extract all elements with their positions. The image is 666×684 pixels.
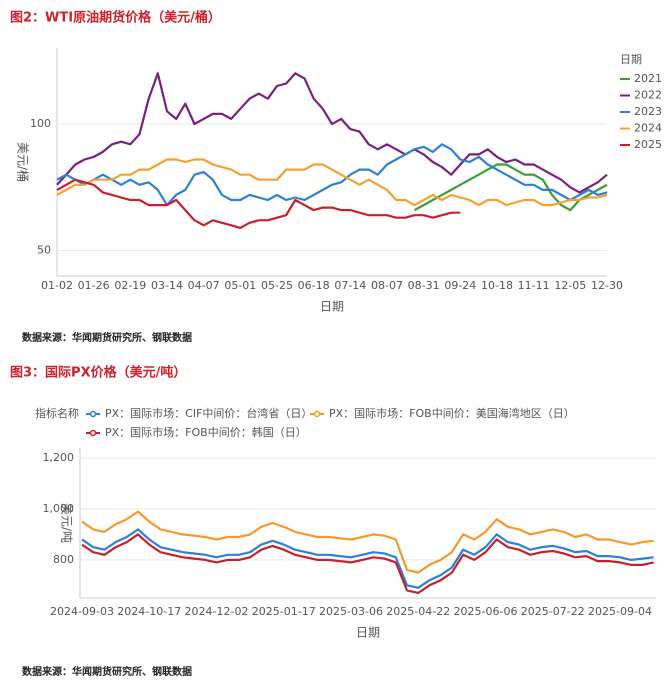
x-tick-label: 12-05: [554, 279, 586, 292]
x-tick-label: 09-24: [444, 279, 476, 292]
x-axis-title: 日期: [356, 626, 380, 640]
x-tick-label: 01-02: [41, 279, 73, 292]
x-tick-label: 2025-06-06: [454, 605, 518, 618]
legend-marker: [89, 429, 97, 437]
x-tick-label: 08-31: [408, 279, 440, 292]
legend-label: 2021: [634, 72, 662, 85]
legend-label: 2025: [634, 138, 662, 151]
series-line: [56, 158, 608, 207]
source-note: 数据来源：华闻期货研究所、钢联数据: [22, 665, 192, 678]
y-axis-title: 美元/吨: [60, 503, 74, 543]
legend-label: 2022: [634, 89, 662, 102]
x-tick-label: 10-18: [481, 279, 513, 292]
series-line: [81, 510, 654, 574]
x-tick-label: 03-14: [151, 279, 183, 292]
series-line: [81, 528, 654, 589]
legend-label: 2024: [634, 122, 662, 135]
legend-label: PX：国际市场：FOB中间价：美国海湾地区（日）: [329, 406, 575, 420]
y-tick-label: 50: [37, 244, 51, 257]
y-tick-label: 1,000: [43, 502, 75, 515]
series-line: [56, 143, 608, 207]
source-note: 数据来源：华闻期货研究所、钢联数据: [22, 331, 192, 344]
y-tick-label: 800: [53, 553, 74, 566]
x-tick-label: 2024-09-03: [50, 605, 114, 618]
x-tick-label: 06-18: [298, 279, 330, 292]
legend-title: 指标名称: [35, 406, 79, 420]
legend-label: 2023: [634, 105, 662, 118]
legend-marker: [89, 410, 97, 418]
x-tick-label: 2025-07-22: [521, 605, 585, 618]
x-tick-label: 12-30: [591, 279, 623, 292]
x-tick-label: 05-25: [261, 279, 293, 292]
series-line: [81, 533, 654, 594]
x-tick-label: 01-26: [78, 279, 110, 292]
x-tick-label: 2025-04-22: [386, 605, 450, 618]
x-tick-label: 07-14: [334, 279, 366, 292]
x-tick-label: 11-11: [518, 279, 550, 292]
x-tick-label: 2024-10-17: [117, 605, 181, 618]
legend-label: PX：国际市场：CIF中间价：台湾省（日）: [105, 406, 312, 420]
series-line: [56, 72, 608, 194]
y-tick-label: 1,200: [43, 451, 75, 464]
legend-label: PX：国际市场：FOB中间价：韩国（日）: [105, 425, 307, 439]
x-tick-label: 05-01: [224, 279, 256, 292]
x-axis-title: 日期: [320, 300, 344, 314]
x-tick-label: 2024-12-02: [185, 605, 249, 618]
y-tick-label: 100: [30, 117, 51, 130]
legend-marker: [313, 410, 321, 418]
x-tick-label: 2025-01-17: [252, 605, 316, 618]
y-axis-title: 美元/桶: [16, 142, 31, 182]
chart-title: 图3：国际PX价格（美元/吨）: [10, 365, 186, 381]
x-tick-label: 2025-03-06: [319, 605, 383, 618]
chart-title: 图2：WTI原油期货价格（美元/桶）: [10, 10, 221, 26]
series-line: [413, 163, 608, 212]
x-tick-label: 2025-09-04: [588, 605, 652, 618]
x-tick-label: 02-19: [114, 279, 146, 292]
x-tick-label: 08-07: [371, 279, 403, 292]
x-tick-label: 04-07: [188, 279, 220, 292]
series-line: [56, 178, 461, 229]
legend-title: 日期: [620, 53, 642, 66]
